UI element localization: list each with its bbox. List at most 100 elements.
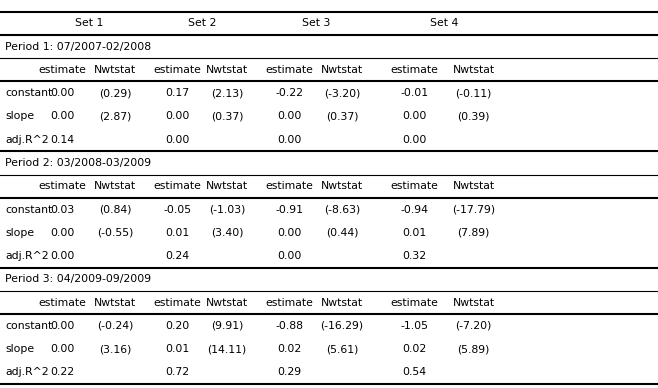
Text: (0.29): (0.29) bbox=[99, 88, 132, 98]
Text: Set 3: Set 3 bbox=[301, 18, 330, 28]
Text: estimate: estimate bbox=[391, 181, 438, 191]
Text: 0.00: 0.00 bbox=[50, 111, 75, 121]
Text: -0.88: -0.88 bbox=[276, 321, 303, 331]
Text: Nwtstat: Nwtstat bbox=[453, 181, 495, 191]
Text: Nwtstat: Nwtstat bbox=[94, 181, 136, 191]
Text: (9.91): (9.91) bbox=[211, 321, 243, 331]
Text: -1.05: -1.05 bbox=[401, 321, 428, 331]
Text: estimate: estimate bbox=[39, 65, 86, 75]
Text: 0.00: 0.00 bbox=[50, 344, 75, 354]
Text: (5.61): (5.61) bbox=[326, 344, 359, 354]
Text: estimate: estimate bbox=[266, 298, 313, 308]
Text: (0.39): (0.39) bbox=[457, 111, 490, 121]
Text: 0.17: 0.17 bbox=[166, 88, 190, 98]
Text: Nwtstat: Nwtstat bbox=[94, 298, 136, 308]
Text: 0.24: 0.24 bbox=[166, 251, 190, 261]
Text: (0.37): (0.37) bbox=[211, 111, 243, 121]
Text: (2.87): (2.87) bbox=[99, 111, 132, 121]
Text: (-0.24): (-0.24) bbox=[97, 321, 134, 331]
Text: -0.05: -0.05 bbox=[164, 204, 191, 215]
Text: constant: constant bbox=[5, 204, 53, 215]
Text: 0.00: 0.00 bbox=[165, 111, 190, 121]
Text: estimate: estimate bbox=[266, 65, 313, 75]
Text: Nwtstat: Nwtstat bbox=[206, 298, 248, 308]
Text: adj.R^2: adj.R^2 bbox=[5, 251, 49, 261]
Text: (-3.20): (-3.20) bbox=[324, 88, 361, 98]
Text: (-0.55): (-0.55) bbox=[97, 228, 134, 238]
Text: Nwtstat: Nwtstat bbox=[453, 298, 495, 308]
Text: (-1.03): (-1.03) bbox=[209, 204, 245, 215]
Text: estimate: estimate bbox=[39, 181, 86, 191]
Text: -0.91: -0.91 bbox=[276, 204, 303, 215]
Text: (-0.11): (-0.11) bbox=[455, 88, 492, 98]
Text: 0.00: 0.00 bbox=[402, 135, 427, 145]
Text: (2.13): (2.13) bbox=[211, 88, 243, 98]
Text: (-8.63): (-8.63) bbox=[324, 204, 361, 215]
Text: Nwtstat: Nwtstat bbox=[206, 181, 248, 191]
Text: 0.00: 0.00 bbox=[50, 228, 75, 238]
Text: Nwtstat: Nwtstat bbox=[206, 65, 248, 75]
Text: 0.72: 0.72 bbox=[166, 367, 190, 378]
Text: slope: slope bbox=[5, 111, 34, 121]
Text: 0.00: 0.00 bbox=[50, 321, 75, 331]
Text: (0.37): (0.37) bbox=[326, 111, 359, 121]
Text: 0.54: 0.54 bbox=[403, 367, 426, 378]
Text: 0.01: 0.01 bbox=[166, 344, 190, 354]
Text: Set 4: Set 4 bbox=[430, 18, 459, 28]
Text: adj.R^2: adj.R^2 bbox=[5, 367, 49, 378]
Text: 0.20: 0.20 bbox=[166, 321, 190, 331]
Text: Nwtstat: Nwtstat bbox=[321, 298, 363, 308]
Text: Period 3: 04/2009-09/2009: Period 3: 04/2009-09/2009 bbox=[5, 274, 151, 284]
Text: adj.R^2: adj.R^2 bbox=[5, 135, 49, 145]
Text: Period 2: 03/2008-03/2009: Period 2: 03/2008-03/2009 bbox=[5, 158, 151, 168]
Text: 0.32: 0.32 bbox=[403, 251, 426, 261]
Text: (3.40): (3.40) bbox=[211, 228, 243, 238]
Text: 0.00: 0.00 bbox=[50, 88, 75, 98]
Text: 0.01: 0.01 bbox=[403, 228, 426, 238]
Text: (0.44): (0.44) bbox=[326, 228, 359, 238]
Text: estimate: estimate bbox=[154, 181, 201, 191]
Text: Nwtstat: Nwtstat bbox=[321, 65, 363, 75]
Text: slope: slope bbox=[5, 344, 34, 354]
Text: (14.11): (14.11) bbox=[207, 344, 247, 354]
Text: 0.02: 0.02 bbox=[278, 344, 301, 354]
Text: 0.00: 0.00 bbox=[277, 228, 302, 238]
Text: estimate: estimate bbox=[391, 298, 438, 308]
Text: estimate: estimate bbox=[39, 298, 86, 308]
Text: -0.94: -0.94 bbox=[401, 204, 428, 215]
Text: 0.22: 0.22 bbox=[51, 367, 74, 378]
Text: estimate: estimate bbox=[266, 181, 313, 191]
Text: (3.16): (3.16) bbox=[99, 344, 132, 354]
Text: Nwtstat: Nwtstat bbox=[321, 181, 363, 191]
Text: 0.00: 0.00 bbox=[277, 251, 302, 261]
Text: 0.00: 0.00 bbox=[402, 111, 427, 121]
Text: constant: constant bbox=[5, 321, 53, 331]
Text: 0.14: 0.14 bbox=[51, 135, 74, 145]
Text: 0.00: 0.00 bbox=[165, 135, 190, 145]
Text: (7.89): (7.89) bbox=[457, 228, 490, 238]
Text: Set 2: Set 2 bbox=[188, 18, 217, 28]
Text: 0.00: 0.00 bbox=[277, 135, 302, 145]
Text: -0.22: -0.22 bbox=[276, 88, 303, 98]
Text: (0.84): (0.84) bbox=[99, 204, 132, 215]
Text: 0.00: 0.00 bbox=[277, 111, 302, 121]
Text: estimate: estimate bbox=[154, 298, 201, 308]
Text: (-7.20): (-7.20) bbox=[455, 321, 492, 331]
Text: slope: slope bbox=[5, 228, 34, 238]
Text: (5.89): (5.89) bbox=[457, 344, 490, 354]
Text: estimate: estimate bbox=[154, 65, 201, 75]
Text: 0.03: 0.03 bbox=[51, 204, 74, 215]
Text: estimate: estimate bbox=[391, 65, 438, 75]
Text: 0.01: 0.01 bbox=[166, 228, 190, 238]
Text: -0.01: -0.01 bbox=[401, 88, 428, 98]
Text: Nwtstat: Nwtstat bbox=[94, 65, 136, 75]
Text: Period 1: 07/2007-02/2008: Period 1: 07/2007-02/2008 bbox=[5, 42, 151, 52]
Text: (-17.79): (-17.79) bbox=[452, 204, 495, 215]
Text: constant: constant bbox=[5, 88, 53, 98]
Text: 0.02: 0.02 bbox=[403, 344, 426, 354]
Text: 0.00: 0.00 bbox=[50, 251, 75, 261]
Text: (-16.29): (-16.29) bbox=[320, 321, 364, 331]
Text: 0.29: 0.29 bbox=[278, 367, 301, 378]
Text: Nwtstat: Nwtstat bbox=[453, 65, 495, 75]
Text: Set 1: Set 1 bbox=[74, 18, 103, 28]
